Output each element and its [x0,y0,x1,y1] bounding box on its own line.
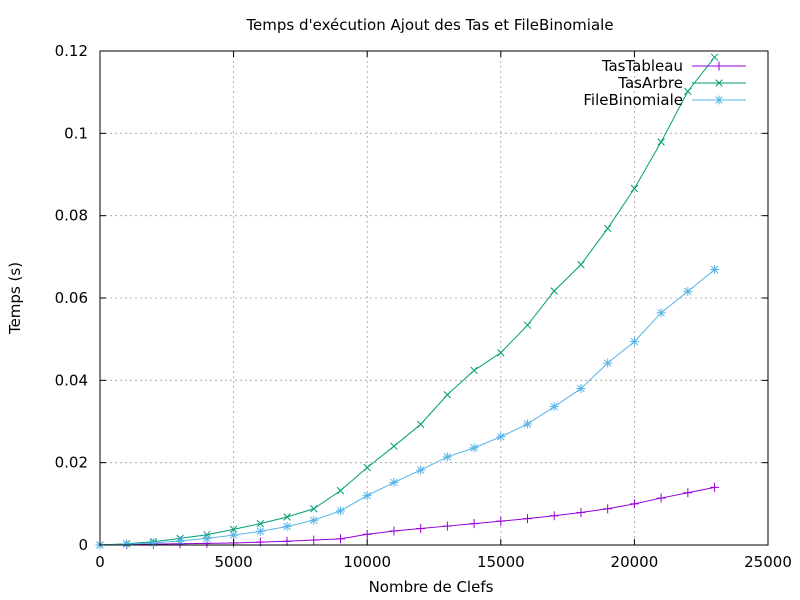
data-point-tastableau [523,514,533,524]
data-point-tasarbre [390,442,398,450]
data-point-filebinomiale [710,265,720,275]
data-point-tastableau [496,516,506,526]
data-point-tastableau [362,529,372,539]
legend-label-tasarbre: TasArbre [617,74,683,92]
data-point-filebinomiale [255,526,265,536]
data-point-tastableau [389,526,399,536]
data-point-tasarbre [336,486,345,495]
data-point-filebinomiale [576,384,586,394]
data-point-tastableau [469,519,479,529]
data-point-tasarbre [310,505,318,513]
data-point-filebinomiale [148,538,158,548]
data-point-tastableau [335,534,345,544]
data-point-filebinomiale [175,536,185,546]
data-point-tastableau [683,488,693,498]
x-axis-label: Nombre de Clefs [369,578,494,596]
data-point-filebinomiale [389,477,399,487]
axis-tick-labels: 0 5000 10000 15000 20000 25000 0 0.02 0.04 0.06 0.… [55,42,792,571]
x-tick-label: 25000 [744,553,792,571]
series-layer [95,53,720,550]
data-point-filebinomiale [496,432,506,442]
x-tick-label: 20000 [611,553,659,571]
series-line-filebinomiale [99,269,715,546]
x-tick-label: 15000 [477,553,525,571]
data-point-tasarbre [283,513,291,521]
y-tick-label: 0.02 [55,454,88,472]
y-tick-label: 0.04 [55,371,88,389]
data-point-filebinomiale [122,539,132,549]
star-marker [714,95,724,105]
chart-title: Temps d'exécution Ajout des Tas et FileB… [245,16,613,34]
data-point-tastableau [549,511,559,521]
data-point-filebinomiale [549,402,559,412]
legend-label-filebinomiale: FileBinomiale [583,91,683,109]
data-point-filebinomiale [282,521,292,531]
x-tick-label: 0 [95,553,105,571]
data-point-tasarbre [363,463,371,472]
data-point-tastableau [656,493,666,503]
data-point-filebinomiale [416,465,426,475]
y-tick-label: 0.06 [55,289,88,307]
data-point-tasarbre [710,53,719,61]
data-point-tasarbre [577,260,585,269]
data-point-tasarbre [416,420,425,429]
y-axis-label: Temps (s) [6,262,24,335]
y-tick-label: 0.12 [55,42,88,60]
cross-marker [715,79,723,87]
y-tick-label: 0.08 [55,207,88,225]
data-point-tasarbre [443,391,452,399]
series-filebinomiale [95,265,720,550]
data-point-tastableau [629,499,639,509]
data-point-filebinomiale [202,533,212,543]
data-point-tastableau [416,524,426,534]
x-tick-label: 5000 [215,553,253,571]
series-tasarbre [96,53,719,549]
data-point-tasarbre [256,519,265,528]
data-point-filebinomiale [335,506,345,516]
plus-marker [714,61,724,71]
data-point-tastableau [442,521,452,531]
y-tick-label: 0 [78,536,88,554]
axis-ticks [99,50,769,546]
data-point-tasarbre [630,184,639,193]
data-point-filebinomiale [603,358,613,368]
data-point-tastableau [309,535,319,545]
series-tastableau [95,482,720,550]
legend-label-tastableau: TasTableau [601,57,683,75]
data-point-tasarbre [657,138,665,146]
data-point-filebinomiale [442,452,452,462]
data-point-tastableau [710,482,720,492]
data-point-filebinomiale [629,337,639,347]
data-point-tastableau [576,507,586,517]
data-point-tastableau [603,504,613,514]
data-point-tastableau [282,536,292,546]
data-point-tasarbre [603,224,612,233]
data-point-tasarbre [550,287,558,295]
data-point-filebinomiale [656,308,666,318]
grid [100,51,768,545]
data-point-tasarbre [470,366,478,375]
data-point-tasarbre [229,525,238,534]
data-point-filebinomiale [362,491,372,501]
data-point-filebinomiale [469,443,479,453]
data-point-tasarbre [497,349,505,357]
y-tick-label: 0.1 [64,124,88,142]
data-point-filebinomiale [309,515,319,525]
data-point-filebinomiale [523,419,533,429]
series-line-tasarbre [99,56,715,546]
data-point-filebinomiale [683,286,693,296]
data-point-filebinomiale [229,530,239,540]
data-point-tasarbre [523,321,532,329]
data-point-tasarbre [684,87,692,96]
x-tick-label: 10000 [343,553,391,571]
